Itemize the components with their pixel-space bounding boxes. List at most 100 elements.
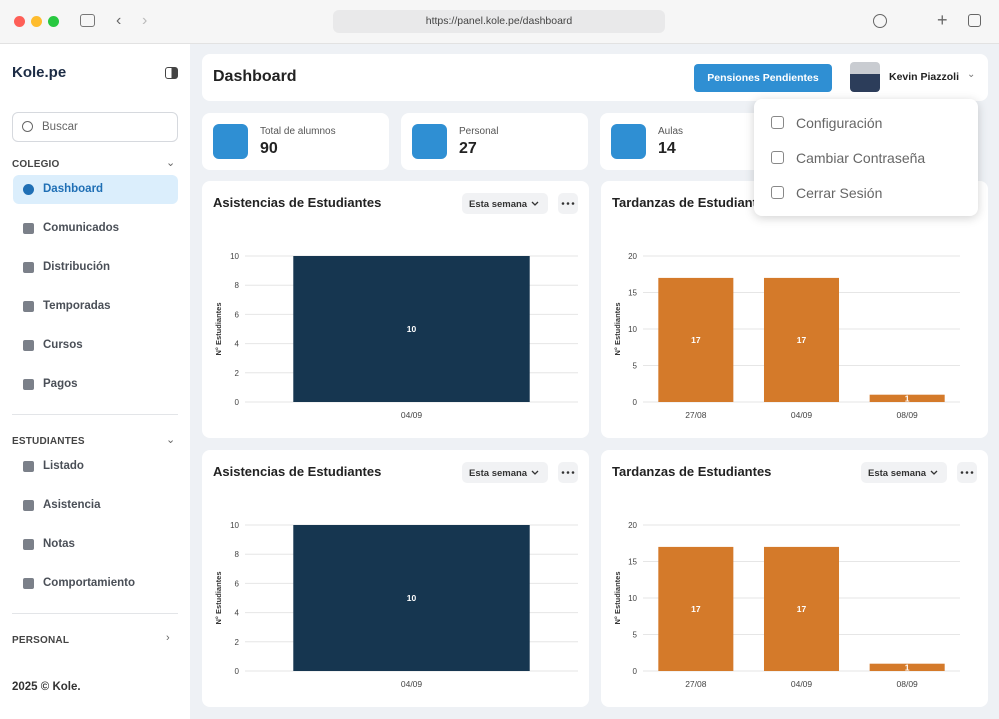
bar-value-label: 1 — [905, 393, 910, 403]
address-bar[interactable]: https://panel.kole.pe/dashboard — [333, 10, 665, 33]
filter-label: Esta semana — [469, 199, 528, 210]
menu-item[interactable]: Configuración — [796, 115, 883, 131]
nav-item[interactable]: Pagos — [13, 370, 178, 399]
x-tick-label: 04/09 — [401, 679, 423, 689]
x-tick-label: 08/09 — [897, 410, 919, 420]
menu-icon — [771, 186, 784, 199]
forward-button[interactable]: › — [142, 12, 148, 29]
more-dot — [571, 202, 575, 205]
pending-button[interactable]: Pensiones Pendientes — [694, 64, 832, 92]
search-placeholder: Buscar — [42, 121, 78, 133]
nav-icon — [23, 340, 34, 351]
stat-value: 90 — [260, 140, 278, 157]
y-tick-label: 8 — [235, 550, 240, 559]
y-tick-label: 6 — [235, 310, 240, 319]
bar — [869, 663, 945, 671]
y-tick-label: 10 — [230, 521, 239, 530]
nav-item[interactable]: Asistencia — [13, 491, 178, 520]
browser-toolbar: ‹ › https://panel.kole.pe/dashboard + — [0, 0, 999, 44]
more-dot — [566, 471, 570, 474]
more-dot — [960, 471, 964, 474]
nav-icon — [23, 262, 34, 273]
filter-caret — [930, 470, 938, 475]
filter-dropdown[interactable] — [462, 462, 548, 483]
new-tab-button[interactable]: + — [937, 10, 948, 30]
nav-icon — [23, 184, 34, 195]
chart-card: Asistencias de Estudiantes Esta semana 0 2 4… — [202, 450, 589, 707]
search-box[interactable]: Buscar — [12, 112, 178, 142]
nav-label: Cursos — [43, 339, 83, 351]
stat-icon — [611, 124, 646, 159]
y-tick-label: 5 — [633, 362, 638, 371]
back-button[interactable]: ‹ — [116, 12, 122, 29]
filter-dropdown[interactable] — [462, 193, 548, 214]
user-caret[interactable]: ⌄ — [967, 69, 976, 80]
y-tick-label: 2 — [235, 638, 240, 647]
filter-dropdown[interactable] — [861, 462, 947, 483]
nav-item[interactable]: Notas — [13, 530, 178, 559]
nav-item[interactable]: Distribución — [13, 253, 178, 282]
section-title[interactable]: PERSONAL — [12, 635, 70, 646]
stat-card: Total de alumnos 90 — [202, 113, 389, 170]
bar-value-label: 17 — [691, 604, 701, 614]
more-dot — [561, 471, 565, 474]
section-caret[interactable]: ⌄ — [166, 434, 176, 446]
nav-item[interactable]: Cursos — [13, 331, 178, 360]
section-title[interactable]: COLEGIO — [12, 159, 60, 170]
filter-label: Esta semana — [868, 468, 927, 479]
filter-caret — [531, 470, 539, 475]
minimize-button[interactable] — [31, 16, 42, 27]
menu-item[interactable]: Cerrar Sesión — [796, 185, 883, 201]
chart-title: Asistencias de Estudiantes — [213, 464, 381, 479]
y-tick-label: 8 — [235, 281, 240, 290]
nav-item[interactable]: Listado — [13, 452, 178, 481]
close-button[interactable] — [14, 16, 25, 27]
avatar[interactable] — [850, 62, 880, 92]
x-tick-label: 04/09 — [401, 410, 423, 420]
logo[interactable]: Kole.pe — [12, 64, 67, 81]
main: Dashboard Pensiones Pendientes Kevin Pia… — [190, 44, 999, 719]
y-axis-label: N° Estudiantes — [613, 571, 622, 624]
section-title[interactable]: ESTUDIANTES — [12, 436, 85, 447]
nav-item[interactable]: Comunicados — [13, 214, 178, 243]
more-dot — [965, 471, 969, 474]
chart-title: Tardanzas de Estudiantes — [612, 464, 771, 479]
sidebar-toggle[interactable] — [80, 14, 95, 27]
y-tick-label: 10 — [628, 325, 637, 334]
user-name[interactable]: Kevin Piazzoli — [889, 71, 960, 83]
y-tick-label: 15 — [628, 558, 637, 567]
x-tick-label: 04/09 — [791, 679, 813, 689]
section-caret[interactable]: › — [166, 632, 170, 644]
y-tick-label: 10 — [230, 252, 239, 261]
bar-value-label: 17 — [797, 335, 807, 345]
x-tick-label: 27/08 — [685, 679, 707, 689]
filter-label: Esta semana — [469, 468, 528, 479]
zoom-button[interactable] — [48, 16, 59, 27]
nav-icon — [23, 379, 34, 390]
more-dot — [561, 202, 565, 205]
nav-item[interactable]: Dashboard — [13, 175, 178, 204]
y-tick-label: 2 — [235, 369, 240, 378]
nav-item[interactable]: Temporadas — [13, 292, 178, 321]
user-menu: Configuración Cambiar Contraseña Cerrar Se… — [754, 99, 978, 216]
downloads-button[interactable] — [873, 14, 887, 28]
y-tick-label: 0 — [235, 398, 240, 407]
y-tick-label: 4 — [235, 340, 240, 349]
tabs-button[interactable] — [968, 14, 981, 27]
sidebar: Kole.pe Buscar COLEGIO ⌄ Dashboard Comunica… — [0, 44, 190, 719]
menu-icon — [771, 151, 784, 164]
y-tick-label: 20 — [628, 252, 637, 261]
menu-item[interactable]: Cambiar Contraseña — [796, 150, 926, 166]
y-tick-label: 0 — [235, 667, 240, 676]
x-tick-label: 08/09 — [897, 679, 919, 689]
chart: Tardanzas de Estudiantes Esta semana 0 5 10 1… — [612, 462, 977, 689]
nav-item[interactable]: Comportamiento — [13, 569, 178, 598]
collapse-button[interactable] — [165, 67, 178, 79]
section-caret[interactable]: ⌄ — [166, 157, 176, 169]
nav-icon — [23, 500, 34, 511]
menu-icon — [771, 116, 784, 129]
stat-label: Aulas — [658, 126, 684, 137]
chart: Asistencias de Estudiantes Esta semana 0 2 4… — [213, 462, 578, 689]
